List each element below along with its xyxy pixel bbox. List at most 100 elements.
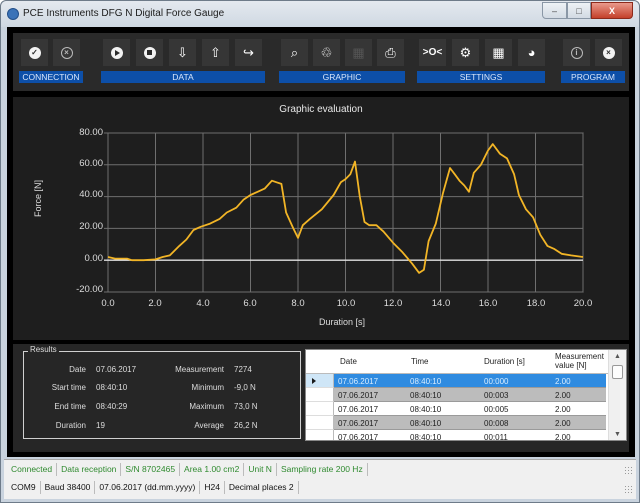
result-value-maximum: 73,0 N	[234, 402, 258, 411]
force-line-chart[interactable]	[13, 97, 629, 340]
table-row[interactable]: 07.06.2017 08:40:10 00:011 2.00	[334, 430, 606, 440]
print-button[interactable]: ⎙	[377, 39, 404, 66]
row-header[interactable]	[306, 388, 334, 402]
table-vertical-scrollbar[interactable]: ▲ ▼	[608, 350, 626, 440]
x-tick: 6.0	[243, 298, 257, 309]
globe-icon: ◕	[527, 45, 536, 60]
settings-button[interactable]: ⚙	[452, 39, 479, 66]
result-label-average: Average	[194, 421, 224, 430]
save-data-button[interactable]: ⇩	[169, 39, 196, 66]
result-label-measurement: Measurement	[175, 365, 224, 374]
row-header[interactable]	[306, 430, 334, 440]
play-icon	[110, 46, 123, 59]
status-decimal-places: Decimal places 2	[225, 481, 299, 494]
cell-duration: 00:000	[484, 377, 509, 386]
load-up-icon: ⇧	[210, 44, 221, 60]
minimize-button[interactable]: –	[542, 2, 567, 19]
grid-button[interactable]: ▦	[345, 39, 372, 66]
status-sampling-rate: Sampling rate 200 Hz	[277, 463, 368, 476]
table-row[interactable]: 07.06.2017 08:40:10 00:000 2.00	[334, 374, 606, 388]
lower-panel: Results Date 07.06.2017 Start time 08:40…	[13, 344, 629, 452]
status-baud: Baud 38400	[41, 481, 96, 494]
table-header: Date Time Duration [s] Measurement value…	[306, 350, 626, 374]
result-label-date: Date	[69, 365, 86, 374]
y-tick: -20.00	[76, 284, 103, 295]
cell-value: 2.00	[555, 391, 571, 400]
info-button[interactable]: i	[563, 39, 590, 66]
stop-button[interactable]	[136, 39, 163, 66]
status-com-port: COM9	[7, 481, 41, 494]
gauge-settings-button[interactable]: >O<	[419, 39, 446, 66]
group-label-data: DATA	[101, 71, 265, 83]
status-bar: Connected Data reception S/N 8702465 Are…	[4, 459, 636, 499]
grid-icon: ▦	[352, 44, 365, 60]
zoom-button[interactable]: ⌕	[281, 39, 308, 66]
result-value-date: 07.06.2017	[96, 365, 137, 374]
row-header[interactable]	[306, 402, 334, 416]
reset-graph-button[interactable]: ♲	[313, 39, 340, 66]
table-row[interactable]: 07.06.2017 08:40:10 00:005 2.00	[334, 402, 606, 416]
x-tick: 4.0	[196, 298, 210, 309]
column-header-time[interactable]: Time	[411, 357, 429, 366]
status-date-format: 07.06.2017 (dd.mm.yyyy)	[95, 481, 201, 494]
cell-time: 08:40:10	[410, 391, 442, 400]
chart-title: Graphic evaluation	[279, 104, 363, 115]
calculator-icon: ▦	[492, 44, 505, 60]
y-tick: 40.00	[79, 189, 103, 200]
x-tick: 10.0	[336, 298, 356, 309]
cell-date: 07.06.2017	[338, 405, 379, 414]
table-row[interactable]: 07.06.2017 08:40:10 00:003 2.00	[334, 388, 606, 402]
status-time-format: H24	[200, 481, 225, 494]
results-legend: Results	[28, 345, 59, 354]
resize-grip-icon	[624, 466, 632, 474]
cell-date: 07.06.2017	[338, 377, 379, 386]
gauge-icon: >O<	[422, 47, 443, 58]
recycle-icon: ♲	[320, 44, 333, 60]
language-button[interactable]: ◕	[518, 39, 545, 66]
table-row[interactable]: 07.06.2017 08:40:10 00:008 2.00	[334, 416, 606, 430]
scroll-down-arrow-icon[interactable]: ▼	[614, 431, 621, 438]
calculator-button[interactable]: ▦	[485, 39, 512, 66]
magnifier-icon: ⌕	[290, 44, 299, 60]
cell-time: 08:40:10	[410, 419, 442, 428]
x-axis-label: Duration [s]	[319, 317, 366, 327]
exit-program-button[interactable]: ×	[595, 39, 622, 66]
connect-button[interactable]: ✓	[21, 39, 48, 66]
export-data-button[interactable]: ↪	[235, 39, 262, 66]
client-area: ✓ × CONNECTION ⇩ ⇧ ↪ DATA ⌕ ♲ ▦ ⎙ GRAPHI…	[7, 27, 635, 457]
title-bar[interactable]: PCE Instruments DFG N Digital Force Gaug…	[1, 1, 639, 27]
close-circle-icon: ×	[602, 46, 615, 59]
column-header-measurement-value[interactable]: Measurement value [N]	[555, 352, 604, 370]
result-value-end-time: 08:40:29	[96, 402, 128, 411]
start-button[interactable]	[103, 39, 130, 66]
load-data-button[interactable]: ⇧	[202, 39, 229, 66]
status-area: Area 1.00 cm2	[180, 463, 245, 476]
measurement-table[interactable]: Date Time Duration [s] Measurement value…	[305, 349, 627, 441]
row-header[interactable]	[306, 416, 334, 430]
column-header-date[interactable]: Date	[340, 357, 357, 366]
resize-grip-icon[interactable]	[624, 485, 632, 493]
result-label-minimum: Minimum	[191, 383, 224, 392]
window-title: PCE Instruments DFG N Digital Force Gaug…	[23, 8, 225, 19]
column-header-duration[interactable]: Duration [s]	[484, 357, 525, 366]
x-tick: 12.0	[383, 298, 403, 309]
cell-duration: 00:008	[484, 419, 509, 428]
x-tick: 16.0	[478, 298, 498, 309]
cell-time: 08:40:10	[410, 377, 442, 386]
row-header-selected[interactable]	[306, 374, 334, 388]
cell-date: 07.06.2017	[338, 391, 379, 400]
close-window-button[interactable]: X	[591, 2, 633, 19]
disconnect-button[interactable]: ×	[53, 39, 80, 66]
export-icon: ↪	[243, 44, 254, 60]
result-label-start-time: Start time	[51, 383, 86, 392]
cell-time: 08:40:10	[410, 405, 442, 414]
x-tick: 14.0	[431, 298, 451, 309]
maximize-button[interactable]: □	[567, 2, 591, 19]
scroll-thumb[interactable]	[612, 365, 623, 379]
force-series-line	[107, 143, 584, 274]
result-value-duration: 19	[96, 421, 105, 430]
scroll-up-arrow-icon[interactable]: ▲	[614, 353, 621, 360]
status-unit: Unit N	[244, 463, 277, 476]
x-tick: 18.0	[526, 298, 546, 309]
